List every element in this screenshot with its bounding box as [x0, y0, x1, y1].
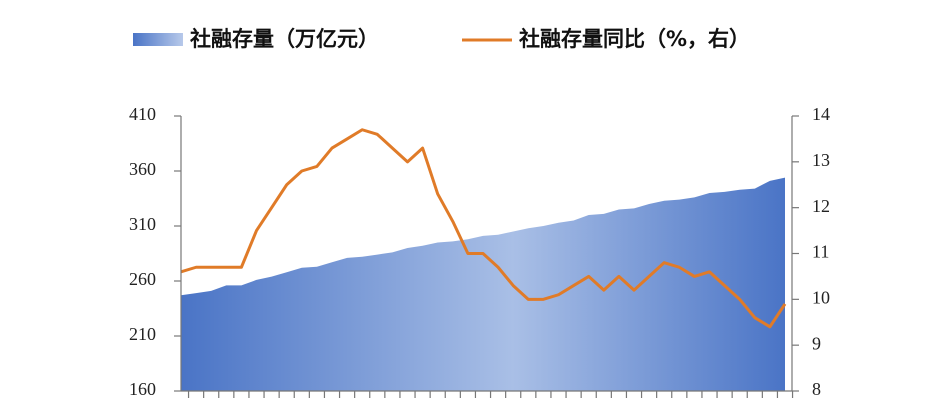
y2-tick-label: 8: [812, 379, 821, 399]
y-tick-label: 260: [129, 269, 156, 289]
y2-tick-label: 10: [812, 287, 830, 307]
y2-tick-label: 13: [812, 150, 830, 170]
legend-label: 社融存量同比（%，右）: [518, 27, 750, 51]
legend-swatch: [133, 33, 183, 46]
y2-tick-label: 9: [812, 333, 821, 353]
y2-tick-label: 14: [812, 104, 830, 124]
y-tick-label: 410: [129, 104, 156, 124]
plot: 160 210 260 310 360 410 8 9 10 11 12 13 14: [129, 104, 830, 399]
y-tick-label: 210: [129, 324, 156, 344]
legend-label: 社融存量（万亿元）: [189, 27, 379, 51]
y-tick-label: 160: [129, 379, 156, 399]
line: [180, 128, 787, 329]
y2-tick-label: 11: [812, 242, 829, 262]
y-tick-label: 360: [129, 159, 156, 179]
area: [181, 177, 785, 391]
y2-tick-label: 12: [812, 196, 830, 216]
y-tick-label: 310: [129, 214, 156, 234]
legend: 社融存量（万亿元） 社融存量同比（%，右）: [133, 27, 750, 51]
